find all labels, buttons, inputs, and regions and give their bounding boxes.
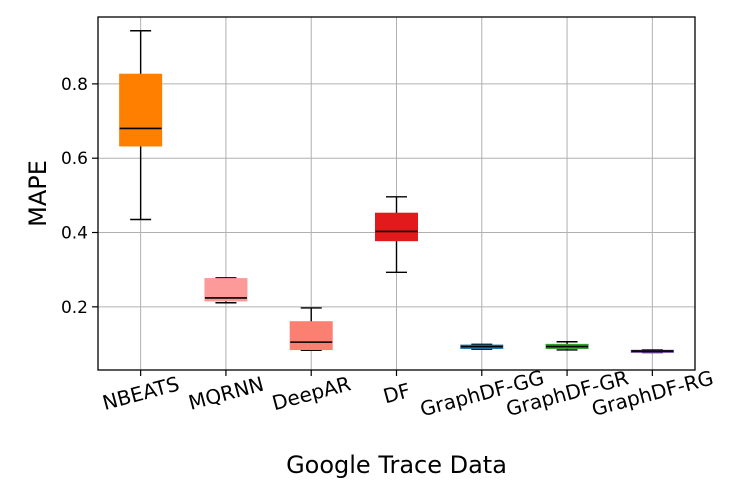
box-body <box>289 321 333 351</box>
box-nbeats <box>119 30 163 221</box>
y-tick-label: 0.6 <box>61 149 88 169</box>
box-graphdf-rg <box>630 349 674 354</box>
x-tick-label: NBEATS <box>100 372 182 415</box>
y-tick-label: 0.8 <box>61 75 88 95</box>
box-body <box>375 212 418 242</box>
box-df <box>375 196 418 273</box>
box-body <box>119 73 163 147</box>
box-body <box>204 278 248 302</box>
x-ticks: NBEATS MQRNN DeepAR DF GraphDF-GGGraphDF-GRG… <box>100 365 716 421</box>
box-graphdf-gr <box>545 341 589 351</box>
box-mqrnn <box>204 277 248 304</box>
y-tick-label: 0.4 <box>61 224 88 244</box>
grid <box>98 17 695 370</box>
box-graphdf-gg <box>460 343 504 350</box>
x-tick-label: DeepAR <box>270 371 354 415</box>
y-tick-label: 0.2 <box>61 298 88 318</box>
y-axis-title: MAPE <box>24 160 52 227</box>
boxes <box>119 30 674 354</box>
x-tick-label: MQRNN <box>186 372 266 415</box>
x-tick-label: DF <box>381 378 413 408</box>
box-deepar <box>289 307 333 352</box>
x-axis-title: Google Trace Data <box>286 451 507 479</box>
y-ticks: 0.2 0.4 0.6 0.8 <box>61 75 98 318</box>
